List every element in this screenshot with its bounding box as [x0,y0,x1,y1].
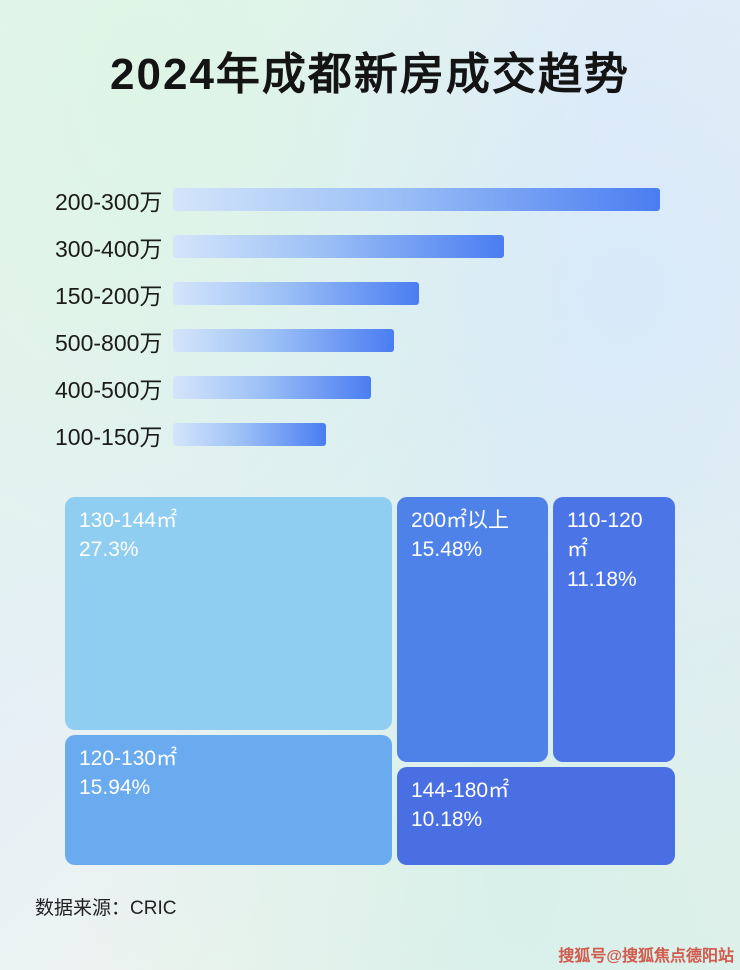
bar-row: 100-150万 [55,411,675,458]
treemap-block-label: 130-144㎡ [79,509,178,532]
data-source-text: 数据来源：CRIC [35,898,177,919]
bar-label: 500-800万 [55,329,163,356]
bar-row: 300-400万 [55,223,675,270]
bar-track [173,235,660,258]
bar-track [173,329,660,352]
watermark-text: 搜狐号@搜狐焦点德阳站 [558,948,734,965]
bar-label: 200-300万 [55,188,163,215]
bar-label: 400-500万 [55,376,163,403]
bar [173,188,660,211]
area-size-treemap: 130-144㎡ 27.3% 200㎡以上 15.48% 110-120㎡ 11… [65,497,675,865]
bar-row: 400-500万 [55,364,675,411]
bar [173,329,395,352]
bar-track [173,282,660,305]
bar-row: 200-300万 [55,176,675,223]
treemap-block-percent: 11.18% [567,567,637,591]
bar-row: 500-800万 [55,317,675,364]
bar [173,376,371,399]
bar [173,282,419,305]
treemap-block-144-180: 144-180㎡ 10.18% [397,767,675,865]
bar-track [173,376,660,399]
treemap-block-120-130: 120-130㎡ 15.94% [65,735,392,865]
bar [173,235,505,258]
treemap-block-label: 110-120㎡ [567,509,643,562]
bar-track [173,188,660,211]
price-range-bar-chart: 200-300万 300-400万 150-200万 500-800万 400- [55,176,675,458]
bar-track [173,423,660,446]
treemap-block-percent: 10.18% [411,808,483,832]
bar-label: 300-400万 [55,235,163,262]
treemap-block-percent: 27.3% [79,538,139,562]
treemap-block-label: 120-130㎡ [79,747,178,770]
page-title: 2024年成都新房成交趋势 [110,50,630,99]
treemap-block-label: 200㎡以上 [411,509,510,532]
treemap-block-110-120: 110-120㎡ 11.18% [553,497,675,762]
treemap-block-label: 144-180㎡ [411,779,510,802]
bar [173,423,327,446]
bar-label: 100-150万 [55,423,163,450]
treemap-block-200-plus: 200㎡以上 15.48% [397,497,548,762]
bar-row: 150-200万 [55,270,675,317]
bar-label: 150-200万 [55,282,163,309]
treemap-block-percent: 15.48% [411,538,483,562]
treemap-block-130-144: 130-144㎡ 27.3% [65,497,392,730]
treemap-block-percent: 15.94% [79,776,151,800]
